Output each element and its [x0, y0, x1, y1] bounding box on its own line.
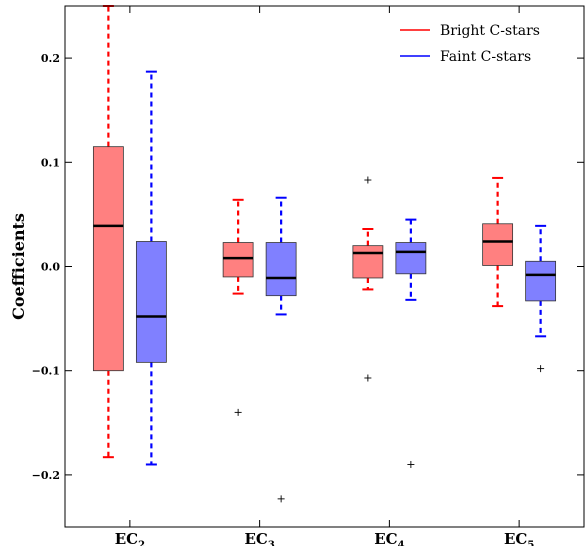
iqr-box	[222, 242, 254, 278]
x-tick-label-subscript: 2	[138, 540, 145, 546]
box-1-series-2	[135, 70, 167, 466]
outlier-marker	[407, 460, 415, 468]
outlier-marker	[537, 365, 545, 373]
chart-marks	[92, 5, 557, 503]
box-2-series-1	[222, 198, 254, 416]
y-axis-label: Coefficients	[9, 213, 28, 320]
box-3-series-1	[352, 176, 384, 382]
iqr-box	[395, 242, 427, 275]
legend: Bright C-stars Faint C-stars	[400, 23, 540, 65]
iqr-box	[352, 245, 384, 279]
x-tick-label: EC5	[504, 530, 534, 546]
box-4-series-1	[482, 176, 514, 308]
outlier-marker	[364, 374, 372, 382]
iqr-box	[525, 260, 557, 302]
box-3-series-2	[395, 218, 427, 468]
x-tick-label-subscript: 5	[527, 540, 534, 546]
legend-label: Bright C-stars	[440, 23, 540, 39]
legend-label: Faint C-stars	[440, 49, 531, 65]
y-tick-label: −0.2	[32, 469, 60, 482]
box-1-series-1	[92, 5, 124, 459]
y-tick-label: 0.0	[41, 261, 60, 274]
x-tick-label: EC3	[244, 530, 274, 546]
y-tick-label: 0.1	[41, 156, 60, 169]
x-tick-label-subscript: 3	[268, 540, 275, 546]
iqr-box	[135, 241, 167, 363]
x-tick-label-subscript: 4	[398, 540, 405, 546]
y-tick-label: 0.2	[41, 52, 60, 65]
y-tick-label: −0.1	[32, 365, 60, 378]
iqr-box	[482, 223, 514, 266]
x-tick-label: EC2	[115, 530, 145, 546]
outlier-marker	[277, 495, 285, 503]
outlier-marker	[364, 176, 372, 184]
iqr-box	[265, 242, 297, 297]
x-tick-label: EC4	[374, 530, 404, 546]
iqr-box	[92, 146, 124, 372]
chart-axes: −0.2 −0.1 0.0 0.1 0.2 EC2 EC3 EC4 EC5	[32, 6, 584, 546]
box-2-series-2	[265, 196, 297, 503]
outlier-marker	[234, 408, 242, 416]
box-4-series-2	[525, 224, 557, 373]
